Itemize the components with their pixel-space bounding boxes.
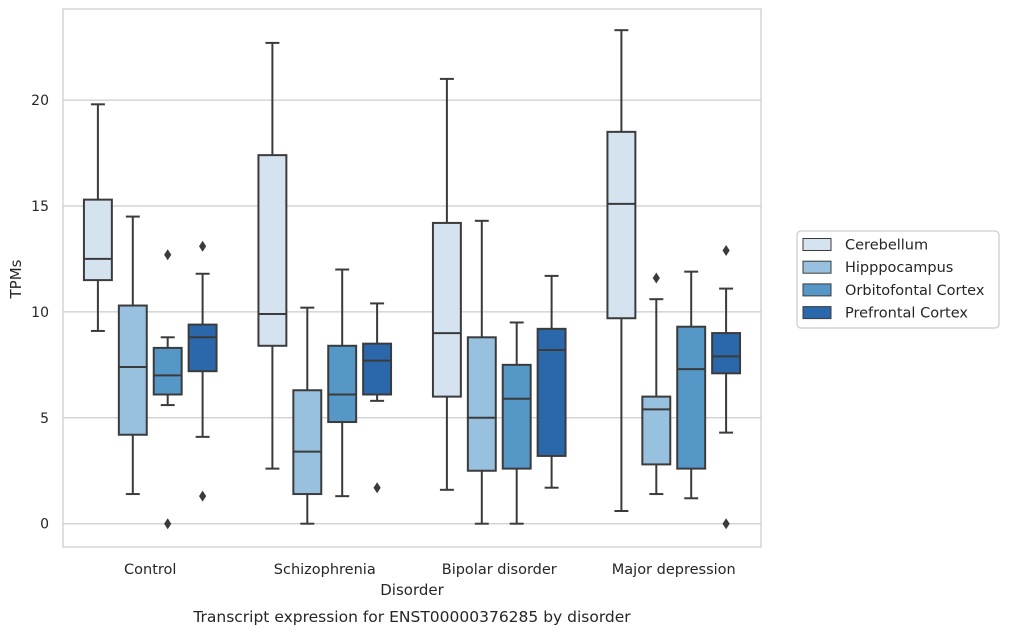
y-axis-label: TPMs <box>7 259 25 299</box>
box-iqr <box>117 304 148 436</box>
box-cerebellum <box>431 77 462 491</box>
outlier-point <box>373 482 381 494</box>
chart-caption: Transcript expression for ENST0000037628… <box>192 608 631 626</box>
box-iqr <box>641 395 672 466</box>
box-iqr <box>466 336 497 472</box>
outlier-point <box>199 490 207 502</box>
legend-swatch <box>802 238 832 251</box>
x-axis-label: Disorder <box>380 581 444 599</box>
box-hipppocampus <box>466 219 497 525</box>
y-axis-ticks: 0 5 10 15 20 <box>31 93 49 533</box>
box-hipppocampus <box>292 306 323 525</box>
legend-label: Orbitofontal Cortex <box>845 283 985 299</box>
outlier-point <box>199 240 207 252</box>
legend-swatch <box>802 260 832 274</box>
box-iqr <box>606 130 637 320</box>
legend-label: Cerebellum <box>845 238 928 254</box>
box-iqr <box>536 327 567 457</box>
box-iqr <box>501 363 532 470</box>
box-iqr <box>676 325 707 470</box>
box-plot-area <box>82 29 742 530</box>
outlier-point <box>722 244 730 256</box>
x-tick-label: Schizophrenia <box>274 562 376 578</box>
box-cerebellum <box>257 41 288 470</box>
box-iqr <box>292 389 323 496</box>
box-prefrontal-cortex <box>362 302 393 494</box>
y-tick-label: 10 <box>31 305 49 321</box>
x-tick-label: Control <box>124 562 176 578</box>
x-tick-label: Major depression <box>612 562 736 578</box>
box-orbitofontal-cortex <box>327 268 358 498</box>
legend-swatch <box>802 306 832 320</box>
x-axis-ticks: Control Schizophrenia Bipolar disorder Majo… <box>124 562 736 578</box>
box-cerebellum <box>82 103 113 332</box>
box-hipppocampus <box>117 215 148 496</box>
y-tick-label: 5 <box>40 411 49 427</box>
y-tick-label: 20 <box>31 93 49 109</box>
outlier-point <box>652 272 660 284</box>
legend-label: Prefrontal Cortex <box>845 306 968 322</box>
y-tick-label: 0 <box>40 517 49 533</box>
box-iqr <box>431 221 462 398</box>
box-hipppocampus <box>641 272 672 496</box>
legend-label: Hipppocampus <box>845 260 953 276</box>
box-cerebellum <box>606 29 637 512</box>
outlier-point <box>722 518 730 530</box>
box-iqr <box>82 198 113 282</box>
outlier-point <box>164 249 172 261</box>
box-orbitofontal-cortex <box>676 270 707 500</box>
y-tick-label: 15 <box>31 199 49 215</box>
box-prefrontal-cortex <box>711 244 742 530</box>
box-iqr <box>362 342 393 396</box>
box-iqr <box>187 323 218 373</box>
outlier-point <box>164 518 172 530</box>
box-iqr <box>152 346 183 396</box>
legend-swatch <box>802 283 832 297</box>
box-iqr <box>711 332 742 375</box>
box-prefrontal-cortex <box>187 240 218 502</box>
box-iqr <box>327 344 358 424</box>
legend-frame <box>796 230 1000 329</box>
legend: Cerebellum Hipppocampus Orbitofontal Corte… <box>796 230 1000 329</box>
box-prefrontal-cortex <box>536 274 567 489</box>
box-iqr <box>257 154 288 347</box>
box-orbitofontal-cortex <box>501 321 532 525</box>
box-orbitofontal-cortex <box>152 249 183 530</box>
x-tick-label: Bipolar disorder <box>442 562 557 578</box>
plot-frame <box>62 8 762 548</box>
